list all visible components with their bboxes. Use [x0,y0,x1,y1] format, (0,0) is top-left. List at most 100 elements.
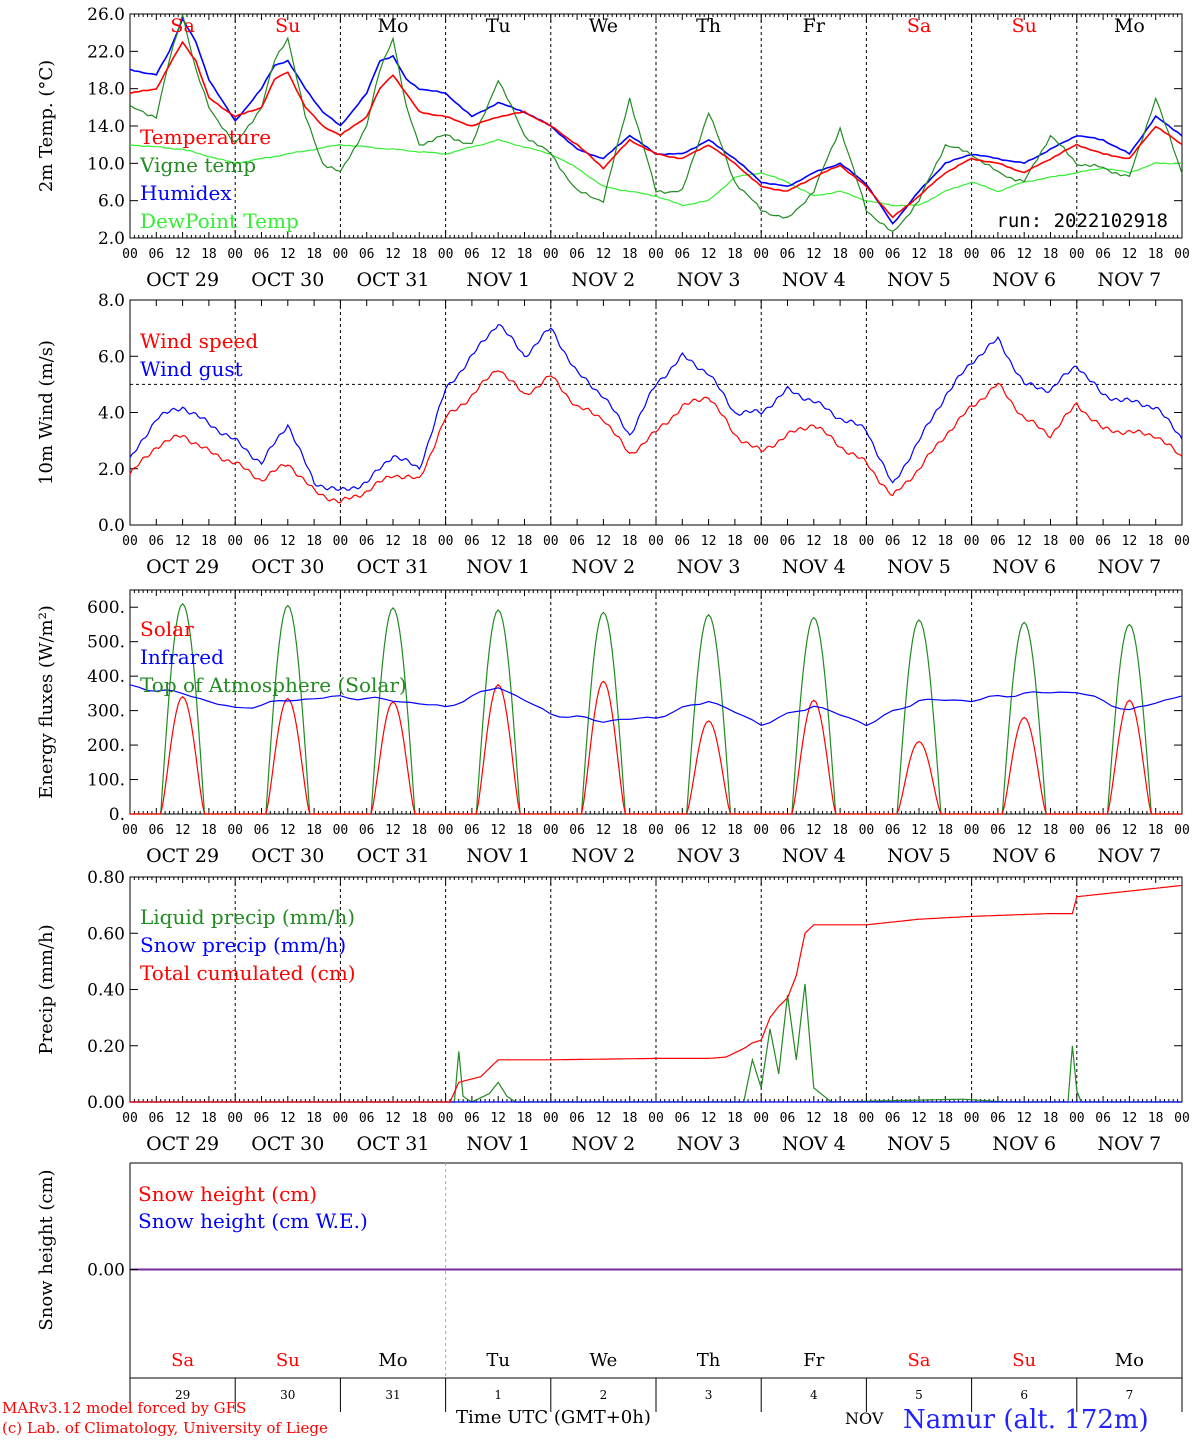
hour-label: 00 [1069,1111,1085,1126]
date-label: NOV 6 [992,845,1056,867]
day-number: 7 [1126,1388,1134,1402]
hour-label: 00 [438,247,454,262]
y-tick-label: 26.0 [87,5,125,25]
hour-label: 00 [543,823,559,838]
date-label: NOV 5 [887,269,951,291]
date-label: NOV 4 [782,845,846,867]
legend-entry: Snow height (cm) [138,1182,317,1206]
weekday-label: Fr [803,1350,824,1371]
hour-label: 00 [333,247,349,262]
hour-label: 06 [359,534,375,549]
hour-label: 00 [122,534,138,549]
date-label: OCT 30 [251,845,324,867]
legend-entry: Temperature [140,125,271,149]
hour-label: 18 [517,534,533,549]
panel-wind: 0.0 2.0 4.0 6.0 8.0 10m Wind (m/s) Wind speed W… [36,291,1190,578]
y-tick-label: 0.20 [87,1037,125,1057]
y-axis-label: Snow height (cm) [36,1169,57,1330]
hour-label: 06 [148,247,164,262]
weekday-label: Sa [170,15,194,37]
date-label: NOV 1 [466,269,530,291]
date-label: NOV 3 [677,269,741,291]
hour-label: 00 [753,247,769,262]
y-tick-label: 0.60 [87,924,125,944]
hour-label: 12 [1122,1111,1138,1126]
legend-entry: Top of Atmosphere (Solar) [140,673,407,697]
hour-label: 06 [569,1111,585,1126]
hour-label: 12 [490,823,506,838]
hour-label: 06 [1095,823,1111,838]
date-label: NOV 4 [782,556,846,578]
hour-label: 00 [859,534,875,549]
date-label: OCT 29 [146,556,219,578]
date-label: NOV 7 [1098,1133,1162,1155]
date-label: NOV 1 [466,845,530,867]
date-label: NOV 1 [466,1133,530,1155]
hour-label: 18 [306,1111,322,1126]
hour-label: 00 [753,823,769,838]
hour-label: 12 [911,823,927,838]
legend-entry: Vigne temp [139,153,256,177]
series-line-temperature [129,40,1183,219]
hour-label: 06 [464,823,480,838]
hour-label: 12 [806,247,822,262]
hour-label: 00 [753,534,769,549]
hour-label: 06 [674,1111,690,1126]
hour-label: 12 [911,1111,927,1126]
hour-label: 12 [596,534,612,549]
hour-label: 06 [359,247,375,262]
hour-label: 06 [885,1111,901,1126]
hour-label: 00 [227,1111,243,1126]
weekday-label: Mo [1114,15,1145,37]
hour-label: 06 [674,247,690,262]
hour-label: 18 [832,1111,848,1126]
panel-snow-height: 0.00 Snow height (cm) Snow height (cm) Snow… [36,1162,1183,1412]
hour-label: 12 [175,823,191,838]
hour-label: 18 [306,247,322,262]
hour-label: 12 [911,247,927,262]
date-label: NOV 6 [992,1133,1056,1155]
date-label: OCT 31 [356,269,429,291]
hour-label: 00 [964,247,980,262]
hour-label: 18 [1043,1111,1059,1126]
y-tick-label: 0.00 [87,1093,125,1113]
hour-label: 06 [464,1111,480,1126]
hour-label: 18 [1148,534,1164,549]
weekday-label: Su [276,1350,300,1371]
hour-label: 18 [201,1111,217,1126]
month-label: NOV [845,1409,884,1428]
hour-label: 18 [832,534,848,549]
hour-label: 06 [885,247,901,262]
weekday-label: We [590,1350,618,1371]
hour-label: 12 [911,534,927,549]
y-tick-label: 2.0 [98,229,125,249]
panel-energy-fluxes: 0. 100. 200. 300. 400. 500. 600. Energy fluxes … [36,589,1190,867]
hour-label: 00 [438,534,454,549]
y-axis-label: 10m Wind (m/s) [36,340,57,485]
hour-label: 00 [543,247,559,262]
date-label: OCT 31 [356,556,429,578]
hour-label: 00 [859,1111,875,1126]
weekday-label: Su [1012,1350,1036,1371]
y-tick-label: 14.0 [87,117,125,137]
hour-label: 12 [806,534,822,549]
hour-label: 00 [1174,534,1190,549]
y-tick-label: 4.0 [98,404,125,424]
hour-label: 00 [227,534,243,549]
hour-label: 18 [937,534,953,549]
y-axis-label: Precip (mm/h) [36,924,57,1054]
hour-label: 12 [1016,823,1032,838]
hour-label: 06 [674,534,690,549]
hour-label: 18 [937,247,953,262]
hour-label: 12 [1122,534,1138,549]
y-tick-label: 22.0 [87,42,125,62]
date-label: OCT 29 [146,269,219,291]
y-tick-label: 0.40 [87,981,125,1001]
hour-label: 18 [727,534,743,549]
date-label: NOV 3 [677,845,741,867]
hour-label: 12 [1016,1111,1032,1126]
panel-precipitation: 0.00 0.20 0.40 0.60 0.80 Precip (mm/h) Liquid … [36,868,1190,1155]
